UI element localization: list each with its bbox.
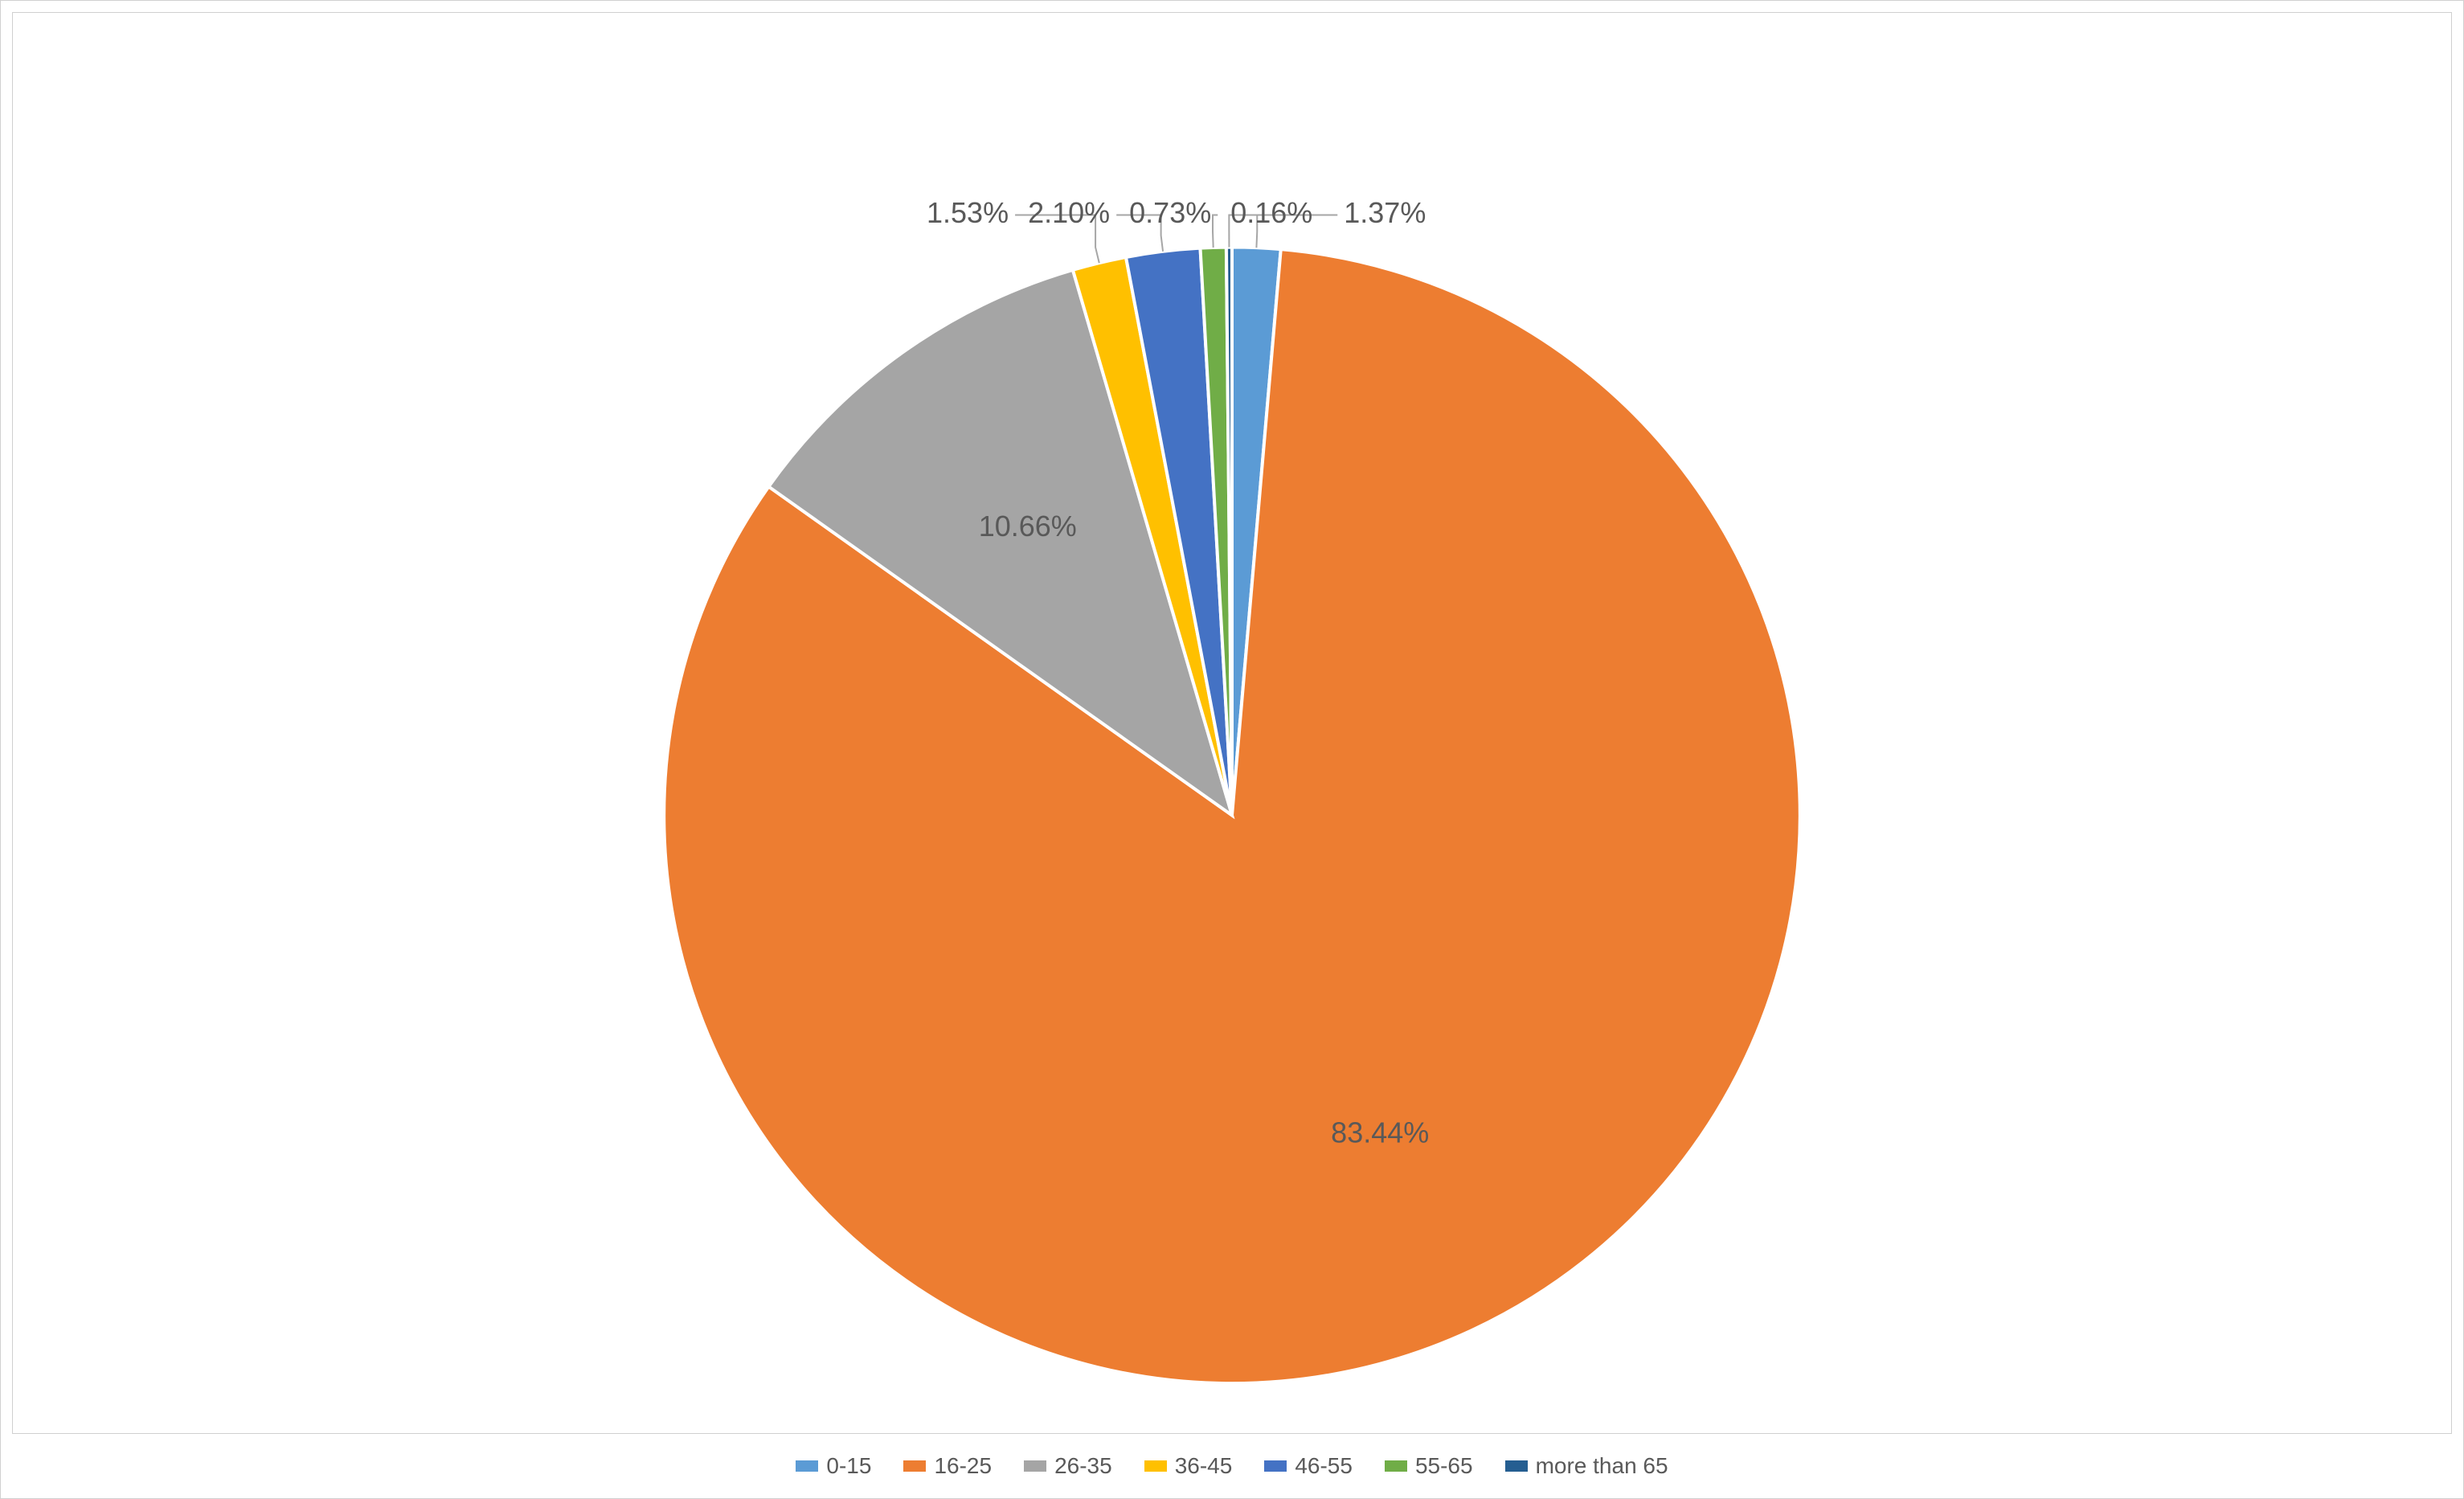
legend-swatch <box>903 1460 926 1472</box>
leader-line <box>1213 215 1218 248</box>
legend-label: 26-35 <box>1054 1453 1112 1479</box>
slice-label: 0.16% <box>1230 196 1312 229</box>
slice-label: 0.73% <box>1129 196 1211 229</box>
legend-item: 36-45 <box>1144 1453 1233 1479</box>
legend-item: 26-35 <box>1024 1453 1112 1479</box>
pie-plot-area: 1.37% 83.44% 10.66% 1.53% 2.10% 0.73% 0.16% <box>12 12 2452 1434</box>
legend-swatch <box>1144 1460 1167 1472</box>
slice-label: 1.37% <box>1344 196 1426 229</box>
legend-swatch <box>1264 1460 1287 1472</box>
legend-swatch <box>796 1460 818 1472</box>
legend-swatch <box>1505 1460 1528 1472</box>
legend-label: 36-45 <box>1175 1453 1233 1479</box>
legend-label: 0-15 <box>826 1453 871 1479</box>
slice-label: 83.44% <box>1331 1116 1429 1149</box>
legend-label: more than 65 <box>1536 1453 1668 1479</box>
legend-item: 16-25 <box>903 1453 992 1479</box>
legend-item: 46-55 <box>1264 1453 1353 1479</box>
legend-item: 55-65 <box>1385 1453 1473 1479</box>
chart-legend: 0-15 16-25 26-35 36-45 46-55 55-65 more than 6… <box>12 1434 2452 1487</box>
slice-label: 10.66% <box>979 510 1077 543</box>
chart-frame: 1.37% 83.44% 10.66% 1.53% 2.10% 0.73% 0.16% 0-… <box>0 0 2464 1499</box>
legend-item: 0-15 <box>796 1453 871 1479</box>
legend-swatch <box>1385 1460 1407 1472</box>
pie-chart: 1.37% 83.44% 10.66% 1.53% 2.10% 0.73% 0.16% <box>13 13 2451 1433</box>
legend-swatch <box>1024 1460 1046 1472</box>
legend-label: 55-65 <box>1415 1453 1473 1479</box>
legend-label: 46-55 <box>1295 1453 1353 1479</box>
legend-label: 16-25 <box>934 1453 992 1479</box>
legend-item: more than 65 <box>1505 1453 1668 1479</box>
slice-label: 2.10% <box>1028 196 1110 229</box>
slice-label: 1.53% <box>927 196 1009 229</box>
